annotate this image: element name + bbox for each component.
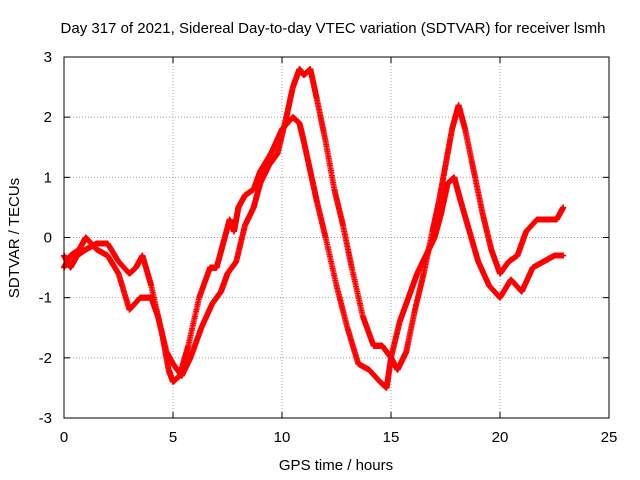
y-axis-ticks: -3 -2 -1 0 1 2 3 [39,49,609,427]
x-tick-label: 0 [60,429,68,446]
data-point [560,252,567,259]
y-tick-label: 3 [44,49,52,66]
data-markers [61,66,567,391]
y-tick-label: 2 [44,109,52,126]
y-tick-label: 1 [44,169,52,186]
y-axis-label: SDTVAR / TECUs [6,178,23,298]
y-tick-label: 0 [44,230,52,247]
x-tick-label: 5 [169,429,177,446]
x-tick-label: 25 [601,429,618,446]
x-tick-label: 10 [274,429,291,446]
y-tick-label: -1 [39,290,52,307]
x-tick-label: 15 [383,429,400,446]
data-point [560,204,567,211]
grid [64,57,609,418]
y-tick-label: -2 [39,350,52,367]
chart-title: Day 317 of 2021, Sidereal Day-to-day VTE… [61,20,606,37]
x-axis-label: GPS time / hours [279,457,393,474]
y-tick-label: -3 [39,410,52,427]
x-axis-ticks: 0 5 10 15 20 25 [60,57,618,446]
x-tick-label: 20 [492,429,509,446]
